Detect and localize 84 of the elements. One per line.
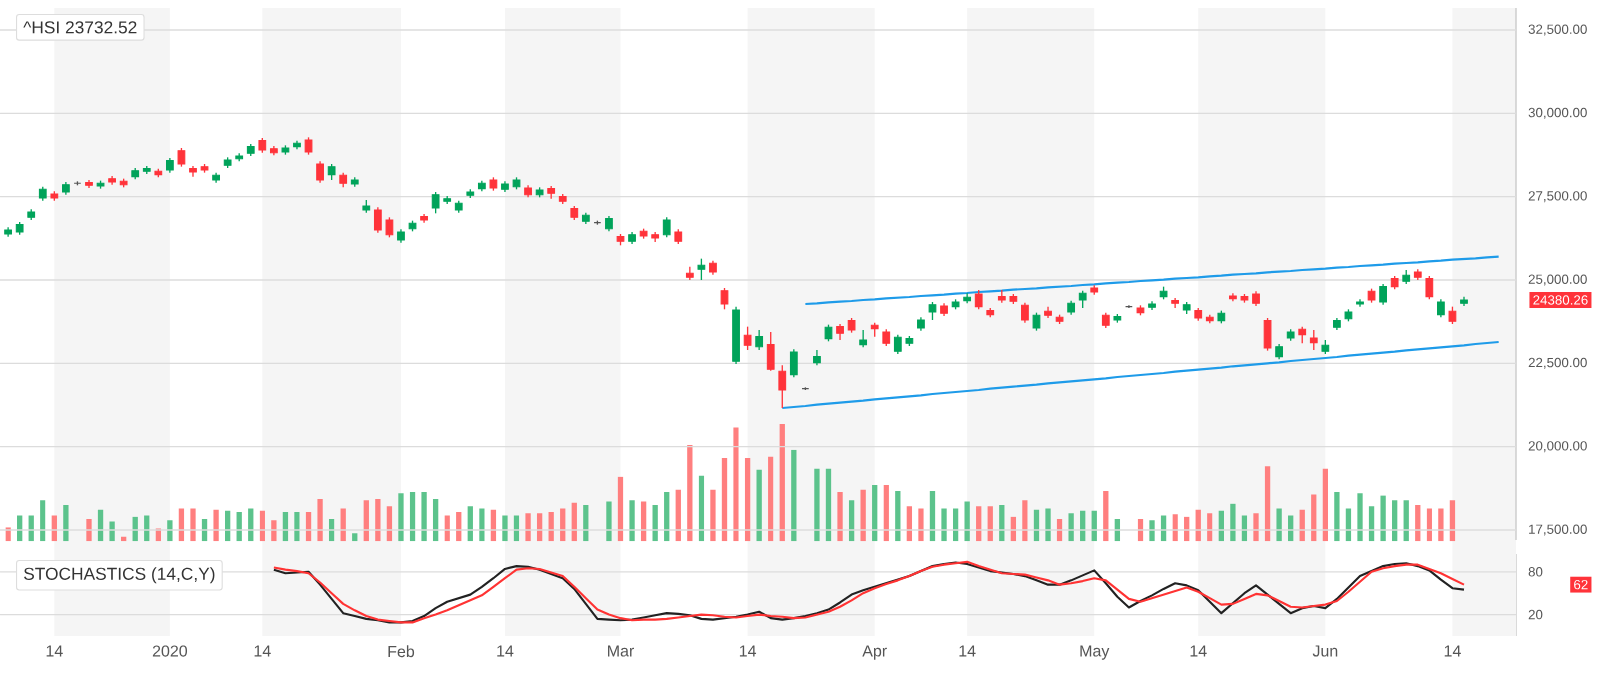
candlestick — [1425, 275, 1434, 300]
bar — [63, 504, 69, 542]
x-tick-label: 14 — [497, 645, 514, 657]
bar — [1380, 495, 1386, 542]
bar — [791, 449, 797, 542]
bar — [1068, 513, 1074, 542]
x-tick-label: 14 — [1190, 645, 1207, 657]
bar — [1149, 520, 1155, 542]
bar — [1045, 508, 1051, 542]
x-tick-label: Apr — [862, 645, 887, 660]
x-tick-label: 14 — [46, 645, 63, 657]
candlestick — [789, 348, 798, 378]
candlestick — [778, 364, 787, 409]
bar — [1253, 513, 1259, 542]
bar — [375, 499, 381, 542]
bar — [1264, 466, 1271, 542]
bar — [617, 476, 624, 542]
bar — [1230, 503, 1236, 542]
candlestick — [743, 325, 752, 351]
bar — [409, 492, 416, 542]
bar — [698, 475, 705, 542]
bar — [721, 458, 728, 542]
x-tick-label: Mar — [608, 645, 635, 657]
bar — [1311, 494, 1317, 542]
bar — [756, 469, 762, 542]
bar — [421, 492, 427, 542]
bar — [779, 423, 785, 542]
x-tick-label: Feb — [388, 645, 415, 658]
bar — [664, 492, 670, 542]
bar — [710, 489, 716, 542]
bar — [398, 493, 404, 542]
bar — [502, 515, 508, 542]
x-tick-label: 14 — [1444, 645, 1461, 657]
bar — [271, 520, 277, 542]
bar — [768, 456, 774, 542]
bar — [687, 445, 693, 542]
bar — [744, 458, 751, 542]
candlestick — [859, 329, 868, 348]
bar — [352, 533, 358, 542]
text: STOCHASTICS (14,C,Y) — [24, 567, 215, 584]
bar — [964, 501, 970, 542]
bar — [1334, 492, 1340, 542]
candlestick — [755, 329, 764, 351]
candlestick — [766, 331, 775, 372]
candlestick — [316, 160, 324, 184]
bar — [525, 513, 531, 542]
x-tick-label: Jun — [1312, 645, 1338, 657]
bar — [872, 485, 878, 542]
bar — [640, 501, 647, 542]
candlestick — [974, 289, 983, 310]
bar — [167, 520, 173, 542]
candlestick — [1379, 283, 1387, 306]
text: ^HSI 23732.52 — [23, 21, 137, 34]
bar — [895, 490, 901, 542]
candlestick — [1309, 329, 1318, 351]
candlestick — [720, 287, 729, 310]
bar — [814, 468, 820, 542]
candlestick — [1263, 317, 1272, 352]
candlestick — [662, 216, 671, 238]
bar — [825, 468, 832, 542]
bar — [883, 485, 889, 542]
candlestick — [1021, 301, 1029, 324]
x-tick-label: 14 — [959, 645, 976, 657]
candlestick — [963, 292, 972, 304]
bar — [606, 501, 612, 542]
bar — [941, 508, 947, 542]
bar — [1357, 493, 1363, 542]
bar — [1322, 468, 1328, 542]
x-tick-label: 14 — [254, 645, 271, 657]
bar — [1276, 508, 1282, 542]
bar — [1438, 508, 1444, 542]
x-tick-label: 2020 — [152, 645, 188, 657]
candlestick — [1171, 297, 1180, 309]
bar — [109, 521, 115, 542]
bar — [317, 499, 323, 542]
candlestick — [697, 257, 706, 281]
bar — [837, 492, 843, 542]
bar — [733, 427, 739, 542]
x-tick-label: May — [1080, 645, 1110, 660]
bar — [860, 489, 866, 542]
candlestick — [177, 147, 186, 168]
bar — [86, 519, 92, 542]
x-tick-label: 14 — [739, 645, 757, 657]
bar — [213, 509, 219, 542]
